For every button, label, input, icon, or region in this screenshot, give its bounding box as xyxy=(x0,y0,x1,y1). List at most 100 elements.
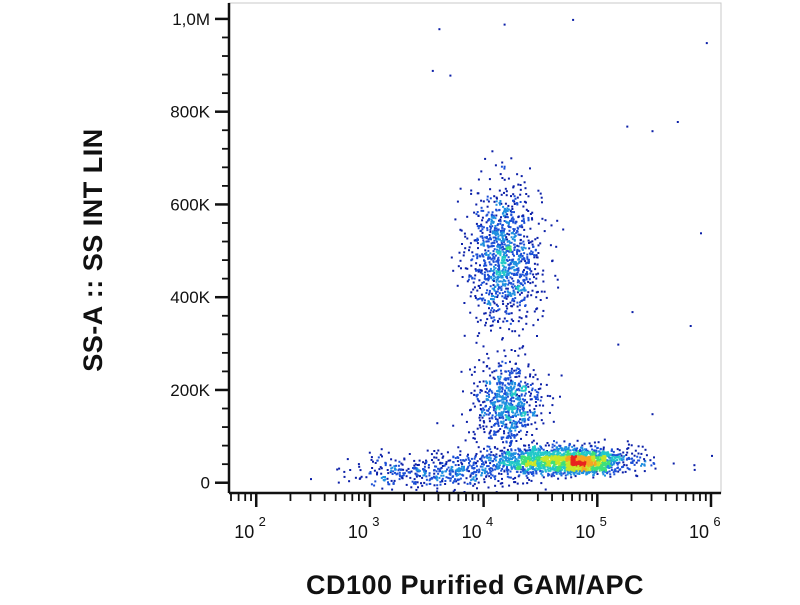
data-point xyxy=(524,444,527,447)
data-point xyxy=(551,446,554,449)
data-point xyxy=(518,474,521,477)
data-point xyxy=(514,429,517,432)
data-point xyxy=(524,272,527,275)
data-point xyxy=(431,477,434,480)
data-point xyxy=(457,470,460,473)
data-point xyxy=(536,307,539,310)
data-point xyxy=(514,382,516,384)
data-point xyxy=(483,469,486,472)
data-point xyxy=(489,245,492,248)
data-point xyxy=(486,303,489,305)
data-point xyxy=(537,447,540,450)
data-point xyxy=(592,473,595,476)
data-point xyxy=(485,264,488,267)
data-point xyxy=(425,461,428,464)
data-point xyxy=(481,410,484,413)
data-point xyxy=(491,253,494,256)
data-point xyxy=(417,469,420,472)
data-point xyxy=(521,466,524,468)
data-point xyxy=(504,408,507,411)
data-point xyxy=(498,467,501,469)
data-point xyxy=(435,452,438,455)
data-point xyxy=(483,400,486,403)
data-point xyxy=(486,456,489,459)
data-point xyxy=(606,464,608,467)
data-point xyxy=(558,454,561,457)
data-point xyxy=(494,225,497,227)
data-point xyxy=(507,378,510,381)
data-point xyxy=(430,453,433,456)
data-point xyxy=(489,382,492,385)
data-point xyxy=(417,486,419,489)
data-point xyxy=(370,456,373,459)
data-point xyxy=(488,420,491,423)
data-point xyxy=(534,462,537,465)
data-point xyxy=(501,256,504,258)
data-point xyxy=(509,435,511,438)
data-point xyxy=(472,484,475,487)
data-point xyxy=(519,412,522,414)
data-point xyxy=(482,407,485,410)
data-point xyxy=(581,459,584,462)
data-point xyxy=(467,458,470,461)
data-point xyxy=(476,225,479,228)
data-point xyxy=(532,471,535,473)
data-point xyxy=(520,224,523,227)
data-point xyxy=(551,443,554,446)
data-point xyxy=(458,251,461,254)
data-point xyxy=(453,480,456,483)
data-point xyxy=(557,469,560,472)
data-point xyxy=(507,273,510,276)
data-point xyxy=(594,445,597,448)
data-point xyxy=(432,461,435,464)
data-point xyxy=(418,469,421,472)
data-point xyxy=(526,235,529,238)
data-point xyxy=(496,290,499,293)
data-point xyxy=(513,195,516,198)
data-point xyxy=(622,461,625,464)
data-point xyxy=(511,251,514,254)
data-point xyxy=(492,280,495,282)
data-point xyxy=(487,277,490,280)
data-point xyxy=(500,436,503,439)
data-point xyxy=(559,470,562,473)
data-point xyxy=(516,367,519,370)
data-point xyxy=(506,277,509,280)
data-point xyxy=(627,456,630,459)
data-point xyxy=(512,262,515,265)
data-point xyxy=(413,482,415,485)
data-point xyxy=(550,475,553,478)
data-point xyxy=(597,464,600,467)
data-point xyxy=(611,456,614,459)
data-point xyxy=(444,483,447,485)
data-point xyxy=(514,456,516,458)
data-point xyxy=(398,478,401,481)
data-point xyxy=(550,449,553,452)
data-point xyxy=(525,193,528,195)
data-point xyxy=(502,231,505,234)
data-point xyxy=(498,408,501,411)
data-point xyxy=(501,395,504,398)
data-point xyxy=(524,472,527,475)
data-point xyxy=(506,453,509,455)
data-point xyxy=(456,200,459,203)
data-point xyxy=(596,461,599,464)
data-point xyxy=(522,205,525,208)
data-point xyxy=(576,447,579,450)
data-point xyxy=(520,252,523,255)
data-point xyxy=(492,320,495,323)
data-point xyxy=(346,458,349,461)
data-point xyxy=(590,454,593,457)
data-point xyxy=(519,256,522,258)
data-point xyxy=(489,303,492,306)
data-point xyxy=(535,457,538,460)
data-point xyxy=(522,482,525,485)
data-point xyxy=(508,294,511,297)
data-point xyxy=(511,277,514,280)
data-point xyxy=(571,445,574,448)
data-point xyxy=(506,470,509,473)
data-point xyxy=(606,471,609,474)
data-point xyxy=(514,476,517,479)
data-point xyxy=(477,178,480,181)
data-point xyxy=(529,375,531,378)
